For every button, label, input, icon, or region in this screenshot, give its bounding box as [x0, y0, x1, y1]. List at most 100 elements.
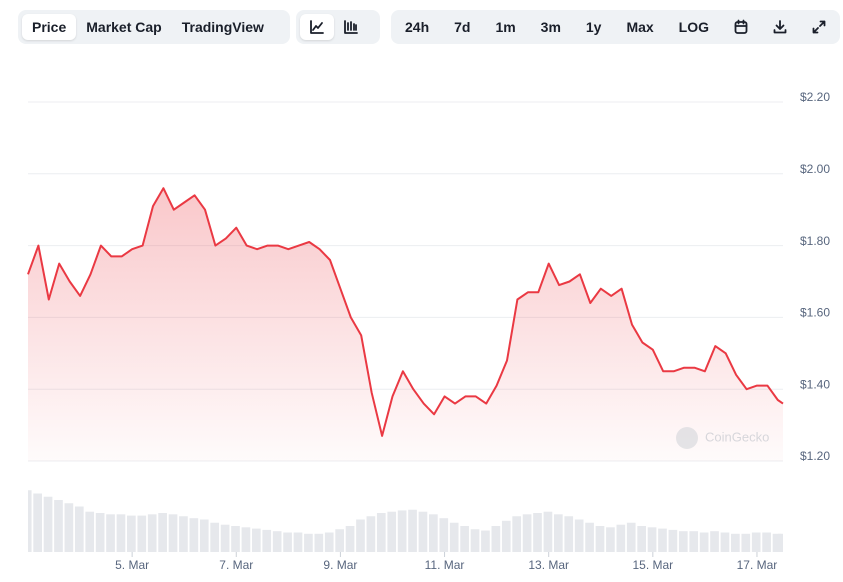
volume-bar — [335, 529, 344, 552]
volume-bar — [252, 528, 261, 552]
x-tick-label: 11. Mar — [425, 558, 465, 572]
volume-bar — [64, 503, 74, 552]
volume-panel — [28, 490, 783, 552]
plot — [27, 187, 784, 461]
volume-bar — [741, 533, 751, 552]
range-button[interactable]: 1m — [495, 19, 516, 35]
view-tabs: Price Market Cap TradingView — [18, 10, 290, 44]
volume-bar — [678, 531, 688, 552]
range-button[interactable]: 7d — [454, 19, 471, 35]
volume-bar — [658, 528, 667, 552]
volume-bar — [533, 513, 542, 552]
range-button[interactable]: 3m — [540, 19, 561, 35]
line-chart-button[interactable] — [300, 14, 334, 40]
volume-bar — [293, 532, 303, 552]
volume-bar — [116, 514, 126, 552]
volume-bar — [324, 532, 334, 552]
range-button[interactable]: 1y — [585, 19, 602, 35]
volume-bar — [429, 514, 438, 552]
grid: $1.20 $1.40 $1.60 $1.80 $2.00 $2.20 5. Mar 7. M… — [28, 90, 830, 572]
volume-bar — [376, 513, 386, 552]
volume-bar — [210, 522, 220, 552]
volume-bar — [772, 533, 782, 552]
volume-bar — [762, 532, 771, 552]
price-area — [28, 188, 783, 461]
volume-bar — [564, 516, 574, 552]
volume-bar — [366, 516, 376, 552]
volume-bar — [283, 532, 292, 552]
download-button[interactable] — [763, 14, 797, 40]
chart-style — [296, 10, 380, 44]
volume-bar — [439, 518, 449, 552]
volume-bar — [356, 519, 365, 552]
volume-bar — [158, 513, 167, 552]
volume-bar — [418, 511, 428, 552]
volume-bar — [554, 514, 563, 552]
volume-bar — [106, 514, 115, 552]
volume-bar — [777, 533, 783, 552]
candle-chart-button[interactable] — [334, 14, 368, 40]
volume-bar — [731, 533, 740, 552]
y-tick-label: $2.00 — [800, 162, 830, 176]
range-button[interactable]: Max — [626, 19, 654, 35]
x-tick-label: 5. Mar — [115, 558, 149, 572]
x-tick-label: 15. Mar — [632, 558, 673, 572]
volume-bar — [231, 526, 240, 552]
volume-bar — [137, 515, 147, 552]
volume-bar — [449, 522, 459, 552]
x-tick-label: 7. Mar — [219, 558, 253, 572]
volume-bar — [512, 516, 522, 552]
volume-bar — [189, 518, 199, 552]
volume-bar — [408, 509, 417, 552]
watermark-text: CoinGecko — [705, 429, 769, 444]
price-line — [27, 187, 784, 437]
volume-bar — [470, 529, 480, 552]
volume-bar — [616, 524, 626, 552]
watermark: CoinGecko — [676, 427, 769, 449]
x-tick-label: 17. Mar — [737, 558, 778, 572]
volume-bar — [626, 522, 636, 552]
volume-bar — [460, 526, 469, 552]
volume-bar — [127, 515, 136, 552]
range-tabs: 24h 7d 1m 3m 1y Max LOG — [391, 10, 840, 44]
tab[interactable]: TradingView — [181, 19, 264, 35]
volume-bar — [501, 520, 511, 552]
volume-bar — [33, 493, 42, 552]
x-tick-label: 9. Mar — [323, 558, 357, 572]
volume-bar — [481, 530, 490, 552]
volume-bar — [168, 514, 178, 552]
y-tick-label: $1.80 — [800, 234, 830, 248]
y-tick-label: $1.20 — [800, 449, 830, 463]
range-button[interactable]: 24h — [405, 19, 430, 35]
y-tick-label: $1.40 — [800, 377, 830, 391]
tab[interactable]: Price — [22, 14, 77, 40]
volume-bar — [574, 519, 584, 552]
volume-bar — [241, 527, 251, 552]
calendar-button[interactable] — [724, 14, 758, 40]
volume-bar — [606, 527, 615, 552]
volume-bar — [491, 526, 501, 552]
volume-bar — [522, 514, 532, 552]
tab[interactable]: Market Cap — [86, 19, 162, 35]
x-tick-label: 13. Mar — [528, 558, 569, 572]
log-button[interactable]: LOG — [678, 19, 709, 35]
volume-bar — [220, 524, 230, 552]
volume-bar — [28, 490, 32, 552]
volume-bar — [751, 532, 761, 552]
volume-bar — [95, 513, 105, 552]
volume-bar — [647, 527, 657, 552]
expand-button[interactable] — [802, 14, 836, 40]
volume-bar — [147, 514, 157, 552]
volume-bar — [54, 500, 63, 552]
volume-bar — [637, 526, 646, 552]
y-tick-label: $1.60 — [800, 306, 830, 320]
volume-bar — [699, 532, 709, 552]
y-tick-label: $2.20 — [800, 90, 830, 104]
volume-bar — [199, 519, 209, 552]
volume-bar — [710, 531, 719, 552]
volume-bar — [668, 529, 678, 552]
volume-bar — [74, 506, 84, 552]
volume-bar — [179, 516, 188, 552]
